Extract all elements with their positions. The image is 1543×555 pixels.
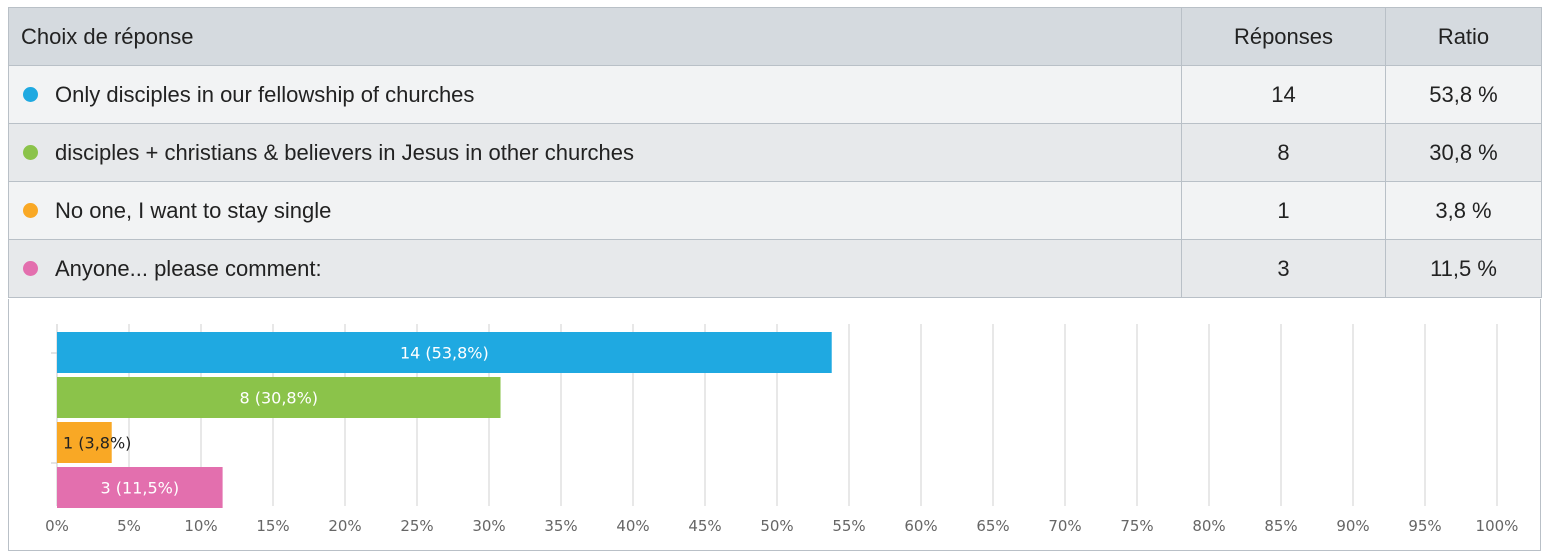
table-row: disciples + christians & believers in Je… — [8, 123, 1542, 182]
x-tick-label: 90% — [1336, 517, 1369, 535]
bar-chart: 0% 5% 10% 15% 20% 25% 30% 35% 40% 45% 50% 55% 60% 65%… — [45, 324, 1519, 535]
responses-count: 14 — [1181, 65, 1386, 124]
x-tick-label: 55% — [832, 517, 865, 535]
x-tick-label: 60% — [904, 517, 937, 535]
x-tick-label: 25% — [400, 517, 433, 535]
ratio-value: 3,8 % — [1385, 181, 1542, 240]
x-tick-label: 95% — [1408, 517, 1441, 535]
x-tick-label: 0% — [45, 517, 69, 535]
x-tick-label: 65% — [976, 517, 1009, 535]
legend-dot-green — [23, 145, 38, 160]
x-tick-label: 30% — [472, 517, 505, 535]
x-tick-label: 75% — [1120, 517, 1153, 535]
ratio-value: 53,8 % — [1385, 65, 1542, 124]
table-row: Anyone... please comment: 3 11,5 % — [8, 239, 1542, 298]
ratio-value: 30,8 % — [1385, 123, 1542, 182]
header-choice: Choix de réponse — [8, 7, 1182, 66]
choice-cell: Anyone... please comment: — [8, 239, 1182, 298]
x-tick-label: 35% — [544, 517, 577, 535]
legend-dot-blue — [23, 87, 38, 102]
bar-value-label: 3 (11,5%) — [101, 479, 180, 498]
x-tick-label: 10% — [184, 517, 217, 535]
bar-value-label: 1 (3,8%) — [63, 434, 131, 453]
x-tick-label: 40% — [616, 517, 649, 535]
bar — [57, 377, 501, 418]
legend-dot-orange — [23, 203, 38, 218]
choice-cell: disciples + christians & believers in Je… — [8, 123, 1182, 182]
table-header-row: Choix de réponse Réponses Ratio — [8, 7, 1542, 66]
x-tick-label: 5% — [117, 517, 141, 535]
choice-cell: No one, I want to stay single — [8, 181, 1182, 240]
x-tick-label: 100% — [1476, 517, 1519, 535]
responses-count: 3 — [1181, 239, 1386, 298]
x-tick-label: 20% — [328, 517, 361, 535]
table-row: Only disciples in our fellowship of chur… — [8, 65, 1542, 124]
bar-value-label: 14 (53,8%) — [400, 344, 489, 363]
choice-label: No one, I want to stay single — [55, 197, 332, 223]
bar-value-label: 8 (30,8%) — [239, 389, 318, 408]
x-tick-label: 70% — [1048, 517, 1081, 535]
x-tick-label: 80% — [1192, 517, 1225, 535]
table-row: No one, I want to stay single 1 3,8 % — [8, 181, 1542, 240]
legend-dot-pink — [23, 261, 38, 276]
responses-table: Choix de réponse Réponses Ratio Only dis… — [8, 7, 1542, 298]
x-tick-label: 50% — [760, 517, 793, 535]
bar-chart-panel: 0% 5% 10% 15% 20% 25% 30% 35% 40% 45% 50% 55% 60% 65%… — [8, 299, 1541, 551]
header-responses: Réponses — [1181, 7, 1386, 66]
bar — [57, 422, 112, 463]
bar — [57, 332, 832, 373]
bar — [57, 467, 223, 508]
responses-count: 8 — [1181, 123, 1386, 182]
header-ratio: Ratio — [1385, 7, 1542, 66]
choice-label: Only disciples in our fellowship of chur… — [55, 81, 475, 107]
responses-count: 1 — [1181, 181, 1386, 240]
choice-label: Anyone... please comment: — [55, 255, 322, 281]
x-tick-label: 15% — [256, 517, 289, 535]
choice-cell: Only disciples in our fellowship of chur… — [8, 65, 1182, 124]
x-tick-label: 85% — [1264, 517, 1297, 535]
choice-label: disciples + christians & believers in Je… — [55, 139, 634, 165]
ratio-value: 11,5 % — [1385, 239, 1542, 298]
x-tick-label: 45% — [688, 517, 721, 535]
